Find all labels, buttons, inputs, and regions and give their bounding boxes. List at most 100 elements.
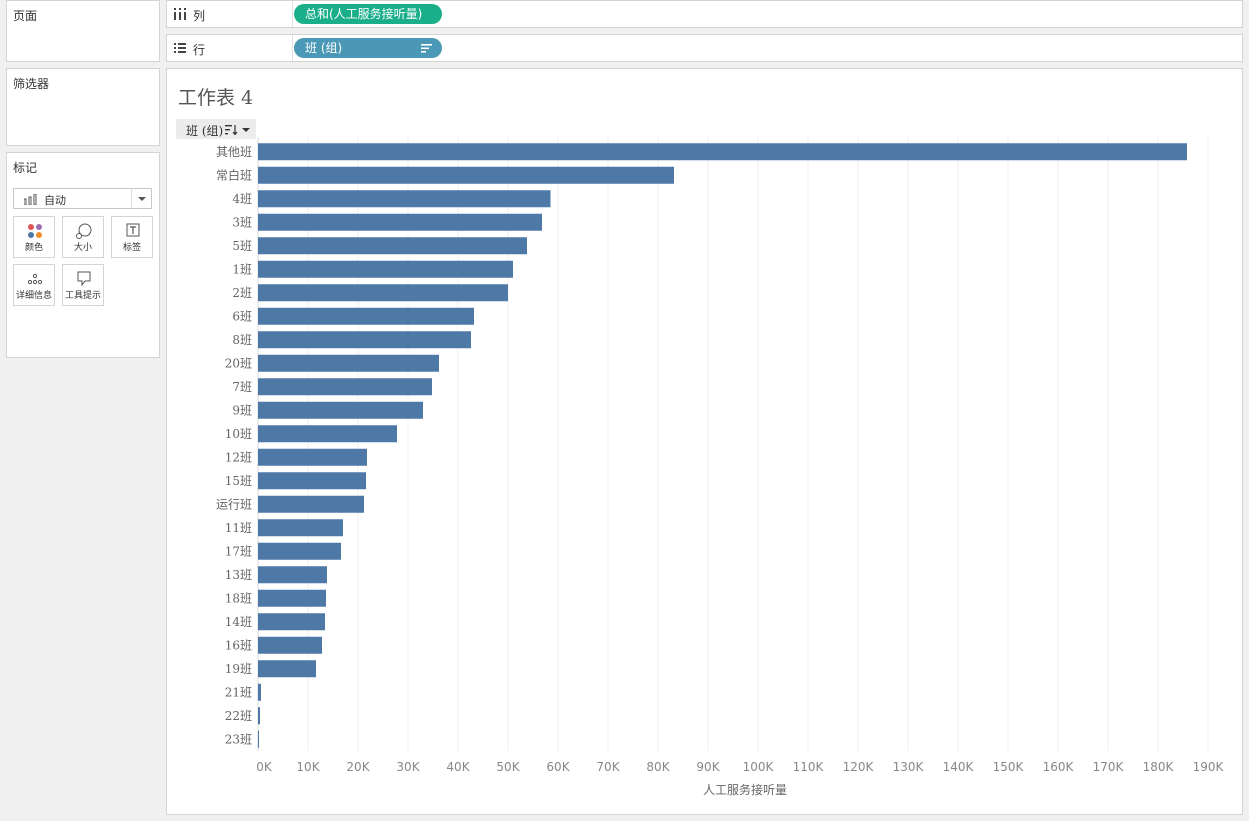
sort-icon[interactable] xyxy=(225,124,238,135)
bar[interactable] xyxy=(258,519,343,537)
x-tick-label: 160K xyxy=(1043,760,1075,774)
bar[interactable] xyxy=(258,613,325,631)
columns-measure-pill[interactable]: 总和(人工服务接听量) xyxy=(294,4,442,24)
bar[interactable] xyxy=(258,636,322,654)
bar[interactable] xyxy=(258,260,513,278)
label-button[interactable]: 标签 xyxy=(111,216,153,258)
filters-card[interactable]: 筛选器 xyxy=(6,68,160,146)
category-label: 其他班 xyxy=(216,145,252,159)
category-label: 9班 xyxy=(232,403,252,417)
category-label: 11班 xyxy=(225,521,252,535)
x-tick-label: 180K xyxy=(1143,760,1175,774)
bar[interactable] xyxy=(258,213,542,231)
category-label: 常白班 xyxy=(216,167,252,182)
category-label: 3班 xyxy=(232,215,252,229)
detail-button[interactable]: 详细信息 xyxy=(13,264,55,306)
category-label: 6班 xyxy=(232,309,252,323)
bar[interactable] xyxy=(258,237,527,255)
bar[interactable] xyxy=(258,331,471,349)
bar[interactable] xyxy=(258,660,316,678)
x-tick-label: 90K xyxy=(696,760,720,774)
bar[interactable] xyxy=(258,683,261,701)
size-icon xyxy=(76,223,92,239)
x-tick-label: 170K xyxy=(1093,760,1125,774)
bar[interactable] xyxy=(258,143,1187,161)
category-label: 10班 xyxy=(225,427,252,441)
row-field-header-label: 班 (组) xyxy=(186,124,224,138)
x-tick-label: 70K xyxy=(596,760,620,774)
rows-dimension-pill[interactable]: 班 (组) xyxy=(294,38,442,58)
worksheet-title: 工作表 4 xyxy=(178,87,254,109)
bar[interactable] xyxy=(258,378,432,396)
label-button-label: 标签 xyxy=(122,243,141,253)
row-field-header[interactable]: 班 (组) xyxy=(176,119,256,139)
bar[interactable] xyxy=(258,190,551,208)
color-button[interactable]: 颜色 xyxy=(13,216,55,258)
category-label: 运行班 xyxy=(216,497,252,511)
category-label: 21班 xyxy=(225,685,252,699)
worksheet: 工作表 4 班 (组) 其他班 常白班 4班 3班 5班 1班 2班 6班 8班 20班 7班 9班 1… xyxy=(166,68,1243,815)
x-tick-label: 110K xyxy=(793,760,825,774)
columns-shelf-header: 列 xyxy=(167,1,293,27)
bar-chart-icon xyxy=(24,194,37,205)
x-tick-label: 120K xyxy=(843,760,875,774)
x-tick-label: 40K xyxy=(446,760,470,774)
x-tick-label: 80K xyxy=(646,760,670,774)
bar[interactable] xyxy=(258,354,439,372)
bar[interactable] xyxy=(258,307,474,325)
bar[interactable] xyxy=(258,284,508,302)
bar[interactable] xyxy=(258,495,364,513)
category-label: 20班 xyxy=(225,356,252,370)
category-label: 18班 xyxy=(225,591,252,605)
marks-card: 标记 自动 颜色 大小 标签 xyxy=(6,152,160,358)
marks-card-title: 标记 xyxy=(13,161,38,175)
tooltip-icon xyxy=(77,271,91,287)
category-label: 13班 xyxy=(225,568,252,582)
detail-button-label: 详细信息 xyxy=(15,291,52,301)
x-tick-label: 130K xyxy=(893,760,925,774)
category-label: 4班 xyxy=(232,192,252,206)
color-dots-icon xyxy=(28,224,42,238)
x-tick-label: 20K xyxy=(346,760,370,774)
x-tick-label: 140K xyxy=(943,760,975,774)
bar[interactable] xyxy=(258,542,341,560)
x-tick-label: 30K xyxy=(396,760,420,774)
x-tick-label: 50K xyxy=(496,760,520,774)
size-button[interactable]: 大小 xyxy=(62,216,104,258)
columns-icon xyxy=(174,8,186,20)
mark-type-dropdown[interactable]: 自动 xyxy=(13,188,152,209)
tooltip-button[interactable]: 工具提示 xyxy=(62,264,104,306)
bar[interactable] xyxy=(258,730,259,748)
rows-shelf[interactable]: 行 班 (组) xyxy=(166,34,1243,62)
columns-shelf-label: 列 xyxy=(193,9,206,23)
columns-pill-text: 总和(人工服务接听量) xyxy=(305,7,423,21)
tooltip-button-label: 工具提示 xyxy=(64,291,101,301)
category-label: 17班 xyxy=(225,544,252,558)
x-tick-label: 100K xyxy=(743,760,775,774)
category-label: 8班 xyxy=(232,333,252,347)
rows-shelf-header: 行 xyxy=(167,35,293,61)
bar[interactable] xyxy=(258,707,260,725)
chevron-down-icon[interactable] xyxy=(242,128,250,132)
mark-type-value: 自动 xyxy=(44,194,66,207)
bar[interactable] xyxy=(258,166,674,184)
bar[interactable] xyxy=(258,425,397,443)
detail-dots-icon xyxy=(27,273,43,285)
category-label: 23班 xyxy=(225,732,252,746)
pages-card-title: 页面 xyxy=(13,9,38,23)
pages-card[interactable]: 页面 xyxy=(6,0,160,62)
bar[interactable] xyxy=(258,472,366,490)
bar[interactable] xyxy=(258,448,367,466)
columns-shelf[interactable]: 列 总和(人工服务接听量) xyxy=(166,0,1243,28)
bar[interactable] xyxy=(258,566,327,584)
bar[interactable] xyxy=(258,401,423,419)
size-button-label: 大小 xyxy=(73,243,92,253)
x-axis-title: 人工服务接听量 xyxy=(703,782,787,797)
color-button-label: 颜色 xyxy=(24,243,43,253)
category-label: 16班 xyxy=(225,638,252,652)
category-label: 14班 xyxy=(225,615,252,629)
category-label: 7班 xyxy=(232,380,252,394)
bar[interactable] xyxy=(258,589,326,607)
x-tick-label: 60K xyxy=(546,760,570,774)
